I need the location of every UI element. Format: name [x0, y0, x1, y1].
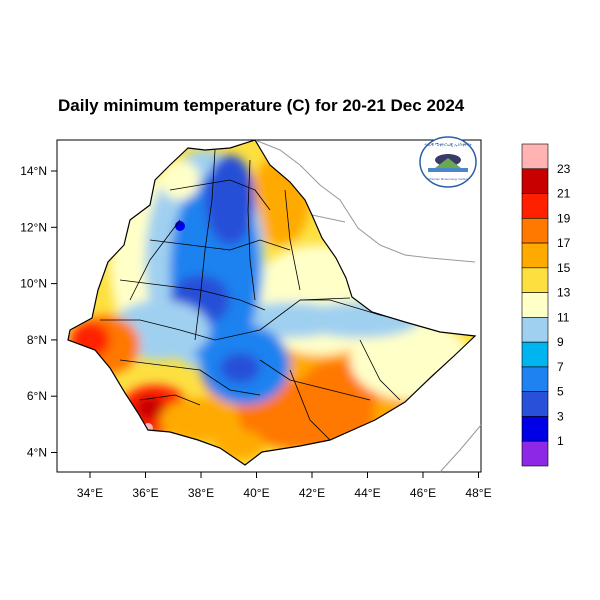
y-tick-label: 10°N	[20, 277, 47, 291]
legend-color-box	[521, 366, 549, 392]
legend-label: 7	[557, 360, 564, 374]
legend-color-box	[521, 218, 549, 244]
legend-color-box	[521, 391, 549, 417]
legend-label: 17	[557, 236, 571, 250]
legend-label: 5	[557, 385, 564, 399]
legend-label: 1	[557, 434, 564, 448]
x-tick-label: 42°E	[299, 486, 325, 500]
x-tick-label: 46°E	[410, 486, 436, 500]
x-axis: 34°E 36°E 38°E 40°E 42°E 44°E 46°E 48°E	[77, 472, 492, 500]
legend-label: 3	[557, 409, 564, 423]
legend-label: 23	[557, 162, 571, 176]
x-tick-label: 36°E	[132, 486, 158, 500]
legend-label: 9	[557, 335, 564, 349]
legend-label: 11	[557, 310, 570, 324]
y-tick-label: 6°N	[27, 389, 47, 403]
y-tick-label: 12°N	[20, 220, 47, 234]
legend-color-box	[521, 168, 549, 194]
legend-color-box	[521, 143, 549, 170]
legend-label: 19	[557, 211, 571, 225]
legend-color-box	[521, 317, 549, 343]
x-tick-label: 34°E	[77, 486, 103, 500]
legend-color-box	[521, 267, 549, 293]
legend-label: 15	[557, 261, 571, 275]
legend-color-box	[521, 242, 549, 269]
legend-colorbar: 23 21 19 17 15 13 11 9 7 5 3 1	[521, 143, 571, 467]
y-axis: 14°N 12°N 10°N 8°N 6°N 4°N	[20, 164, 57, 460]
legend-label: 21	[557, 187, 571, 201]
x-tick-label: 48°E	[465, 486, 491, 500]
x-tick-label: 38°E	[188, 486, 214, 500]
institute-logo: ሃገራዊ ሜቲዮሮሎጂ ኢንስቲትዩት Ethiopian Meteorolog…	[419, 136, 477, 188]
y-tick-label: 8°N	[27, 333, 47, 347]
legend-color-box	[521, 341, 549, 368]
legend-color-box	[521, 292, 549, 318]
logo-text-english: Ethiopian Meteorology Institute	[427, 177, 469, 181]
map-title: Daily minimum temperature (C) for 20-21 …	[58, 96, 465, 115]
x-tick-label: 44°E	[354, 486, 380, 500]
y-tick-label: 14°N	[20, 164, 47, 178]
legend-color-box	[521, 193, 549, 219]
logo-text-amharic: ሃገራዊ ሜቲዮሮሎጂ ኢንስቲትዩት	[424, 142, 472, 147]
regional-boundaries	[100, 149, 421, 441]
y-tick-label: 4°N	[27, 446, 47, 460]
x-tick-label: 40°E	[243, 486, 269, 500]
neighbor-borders	[254, 139, 482, 473]
legend-color-box	[521, 440, 549, 467]
legend-color-box	[521, 416, 549, 442]
ethiopia-border	[67, 139, 477, 466]
legend-label: 13	[557, 286, 571, 300]
